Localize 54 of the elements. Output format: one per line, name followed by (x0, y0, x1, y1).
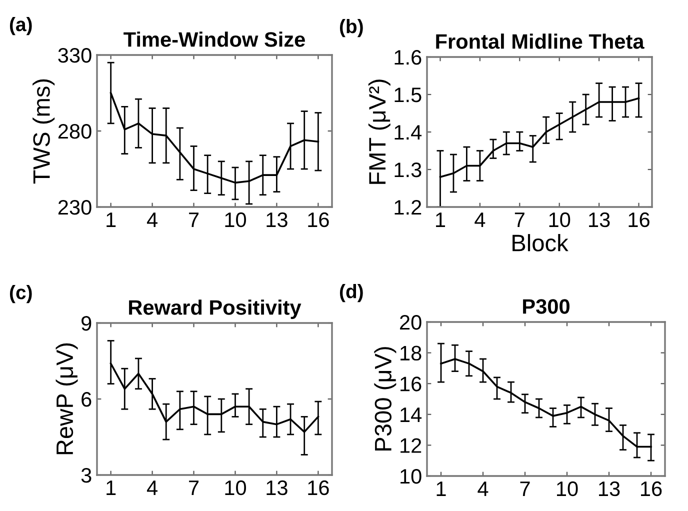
x-tick-label: 7 (514, 212, 524, 227)
y-tick-label: 1.6 (394, 50, 422, 65)
y-tick-label: 9 (82, 316, 92, 331)
y-tick-label: 12 (400, 438, 422, 453)
x-tick-label: 7 (189, 480, 199, 495)
x-tick-label: 4 (146, 212, 158, 227)
x-tick-label: 7 (520, 482, 530, 496)
y-tick-label: 230 (58, 200, 92, 215)
x-tick-label: 1 (436, 482, 446, 496)
x-tick-label: 10 (225, 212, 246, 228)
text: (d) (340, 284, 363, 302)
y-tick-label: 330 (58, 48, 92, 63)
x-tick-label: 10 (557, 481, 578, 496)
x-tick-label: 16 (308, 480, 329, 496)
y-tick-label: 20 (400, 315, 422, 330)
x-tick-label: 7 (189, 212, 199, 227)
x-tick-label: 1 (436, 212, 446, 227)
x-tick-label: 10 (549, 212, 570, 228)
chart-title: Frontal Midline Theta (436, 34, 644, 49)
y-tick-label: 16 (400, 376, 422, 392)
y-axis-title: TWS (ms) (32, 79, 55, 184)
x-tick-label: 16 (641, 481, 662, 496)
x-tick-label: 4 (146, 480, 158, 495)
x-tick-label: 16 (628, 212, 650, 228)
y-tick-label: 1.4 (394, 125, 422, 140)
text: (a) (10, 17, 32, 36)
x-tick-label: 13 (266, 212, 288, 228)
y-tick-label: 280 (58, 124, 92, 139)
y-axis-title: FMT (μV²) (368, 80, 390, 184)
x-tick-label: 4 (478, 482, 488, 496)
x-tick-label: 4 (474, 212, 486, 227)
y-tick-label: 1.2 (394, 200, 422, 215)
y-tick-label: 10 (400, 469, 422, 484)
x-axis-title: Block (512, 234, 568, 252)
y-tick-label: 3 (81, 468, 92, 483)
y-tick-label: 1.3 (394, 162, 422, 178)
chart-title: Time-Window Size (124, 32, 305, 47)
x-tick-label: 1 (106, 480, 116, 495)
x-tick-label: 13 (589, 212, 610, 228)
text: (c) (10, 285, 32, 304)
chart-title: P300 (523, 299, 570, 314)
y-axis-title: P300 (μV) (374, 347, 396, 450)
x-tick-label: 1 (106, 212, 116, 227)
y-tick-label: 18 (400, 346, 422, 361)
y-tick-label: 14 (400, 408, 422, 422)
y-tick-label: 1.5 (394, 88, 422, 102)
x-tick-label: 13 (266, 480, 288, 496)
text: (b) (340, 19, 363, 38)
chart-title: Reward Positivity (129, 300, 302, 319)
x-tick-label: 13 (599, 481, 620, 496)
x-tick-label: 16 (308, 212, 329, 228)
x-tick-label: 10 (225, 480, 246, 496)
y-axis-title: RewP (μV) (56, 343, 78, 454)
y-tick-label: 6 (82, 392, 92, 407)
